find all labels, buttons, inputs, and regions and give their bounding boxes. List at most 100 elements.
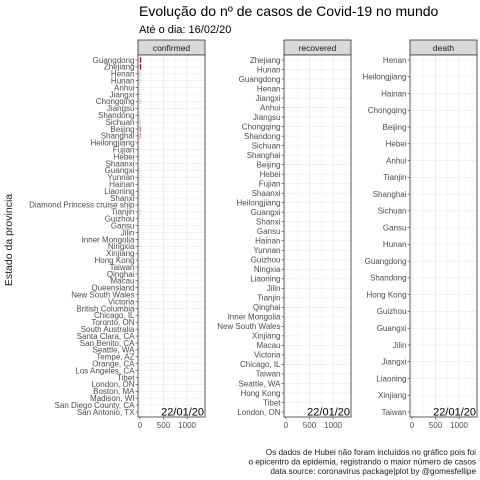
y-tick-label: Xinjiang: [252, 332, 280, 341]
x-tick-label: 500: [429, 421, 443, 430]
plot-area: [410, 55, 477, 417]
y-tick-label: Inner Mongolia: [82, 235, 135, 244]
y-tick-label: Hainan: [255, 237, 280, 246]
y-tick-label: San Benito, CA: [80, 339, 135, 348]
y-tick-label: Guangdong: [239, 75, 281, 84]
y-tick-label: Tibet: [263, 398, 281, 407]
y-tick-label: Guangdong: [365, 257, 407, 266]
y-tick-label: Yunnan: [107, 173, 134, 182]
y-tick-label: Beijing: [110, 125, 134, 134]
y-tick-label: Chicago, IL: [240, 360, 281, 369]
y-tick-label: Xinjiang: [378, 391, 406, 400]
date-label: 22/01/20: [161, 407, 204, 419]
x-tick-label: 500: [303, 421, 317, 430]
y-tick-label: Guizhou: [105, 215, 135, 224]
y-tick-label: Guangdong: [93, 56, 135, 65]
x-tick-label: 500: [157, 421, 171, 430]
y-tick-label: Gansu: [383, 223, 407, 232]
y-tick-label: New South Wales: [217, 322, 280, 331]
y-tick-label: Hebei: [114, 152, 135, 161]
y-tick-label: Guizhou: [251, 256, 281, 265]
y-tick-label: Gansu: [257, 227, 281, 236]
y-tick-label: Hong Kong: [94, 256, 134, 265]
panel-border: [283, 54, 352, 418]
y-tick-label: Liaoning: [376, 374, 406, 383]
y-tick-label: Tianjin: [257, 294, 280, 303]
y-tick-label: Tianjin: [383, 173, 406, 182]
y-tick-label: Gansu: [111, 221, 135, 230]
y-tick-label: Chongqing: [96, 97, 135, 106]
y-tick-label: Hunan: [383, 240, 407, 249]
x-tick-label: 1000: [178, 421, 196, 430]
y-tick-label: Sichuan: [252, 141, 281, 150]
y-tick-label: Shandong: [370, 274, 406, 283]
y-tick-label: South Australia: [81, 325, 135, 334]
x-tick-label: 1000: [324, 421, 342, 430]
y-tick-label: Fujian: [113, 146, 135, 155]
caption-line-1: Os dados de Hubei não foram incluídos no…: [266, 448, 476, 457]
y-tick-label: London, ON: [91, 380, 134, 389]
y-tick-label: Anhui: [386, 156, 407, 165]
strip-label-death: death: [433, 43, 455, 53]
bar-confirmed-beijing: [139, 126, 141, 132]
y-tick-label: Sichuan: [378, 207, 407, 216]
y-tick-label: Shaanxi: [252, 189, 281, 198]
y-tick-label: Hebei: [386, 140, 407, 149]
strip-label-confirmed: confirmed: [153, 43, 191, 53]
y-tick-label: Macau: [256, 341, 280, 350]
y-tick-label: Hunan: [111, 77, 135, 86]
y-tick-label: Inner Mongolia: [228, 313, 281, 322]
y-tick-label: Macau: [110, 277, 134, 286]
y-tick-label: Victoria: [108, 297, 135, 306]
y-tick-label: Qinghai: [253, 303, 281, 312]
y-tick-label: Jilin: [267, 284, 281, 293]
y-tick-label: Jilin: [121, 228, 135, 237]
y-tick-label: Seattle, WA: [239, 379, 282, 388]
y-tick-label: Hong Kong: [240, 389, 280, 398]
y-tick-label: Santa Clara, CA: [77, 332, 135, 341]
y-tick-label: Jiangxi: [110, 90, 135, 99]
y-tick-label: Taiwan: [382, 408, 407, 417]
chart-subtitle: Até o dia: 16/02/20: [139, 24, 231, 36]
y-tick-label: Ningxia: [108, 242, 135, 251]
y-tick-label: Madison, WI: [90, 394, 134, 403]
y-tick-label: British Columbia: [76, 304, 135, 313]
x-tick-label: 0: [138, 421, 143, 430]
y-tick-label: Victoria: [254, 351, 281, 360]
panel-death: death Henan Heilongjiang Hainan Chongqing Bei…: [362, 39, 478, 430]
y-tick-label: Shanxi: [110, 194, 135, 203]
y-tick-label: Taiwan: [110, 263, 135, 272]
y-tick-label: Liaoning: [104, 187, 134, 196]
y-tick-label: Qinghai: [107, 270, 135, 279]
y-tick-label: Chongqing: [242, 122, 281, 131]
y-tick-label: Diamond Princess cruise ship: [29, 201, 135, 210]
y-tick-label: Tempe, AZ: [96, 353, 134, 362]
y-tick-label: Beijing: [256, 160, 280, 169]
y-tick-label: Heilongjiang: [362, 73, 406, 82]
y-tick-label: Hebei: [260, 170, 281, 179]
y-tick-label: Heilongjiang: [90, 139, 134, 148]
y-tick-label: Fujian: [259, 179, 281, 188]
y-tick-label: Guangxi: [105, 166, 135, 175]
y-axis-label: Estado da provincia: [3, 194, 15, 286]
y-tick-label: Anhui: [114, 83, 135, 92]
y-tick-label: Heilongjiang: [236, 199, 280, 208]
y-tick-label: Shanghai: [247, 151, 281, 160]
y-tick-label: Chongqing: [368, 106, 407, 115]
chart-title: Evolução do nº de casos de Covid-19 no m…: [139, 3, 439, 19]
y-tick-label: Ningxia: [254, 265, 281, 274]
y-tick-label: Shanghai: [373, 190, 407, 199]
panel-confirmed: confirmed GuangdongZhejiangHenanHunanAnhu…: [29, 39, 206, 430]
x-tick-label: 0: [410, 421, 415, 430]
y-tick-label: Hainan: [381, 89, 406, 98]
y-tick-label: Beijing: [382, 123, 406, 132]
y-tick-label: Jiangxi: [256, 94, 281, 103]
bar-confirmed-zhejiang: [139, 64, 142, 70]
y-tick-label: Henan: [383, 56, 407, 65]
y-tick-label: Jilin: [393, 341, 407, 350]
y-tick-label: Hong Kong: [366, 290, 406, 299]
y-tick-label: Chicago, IL: [94, 311, 135, 320]
y-tick-label: Shandong: [98, 111, 134, 120]
y-tick-label: Jiangsu: [253, 113, 281, 122]
